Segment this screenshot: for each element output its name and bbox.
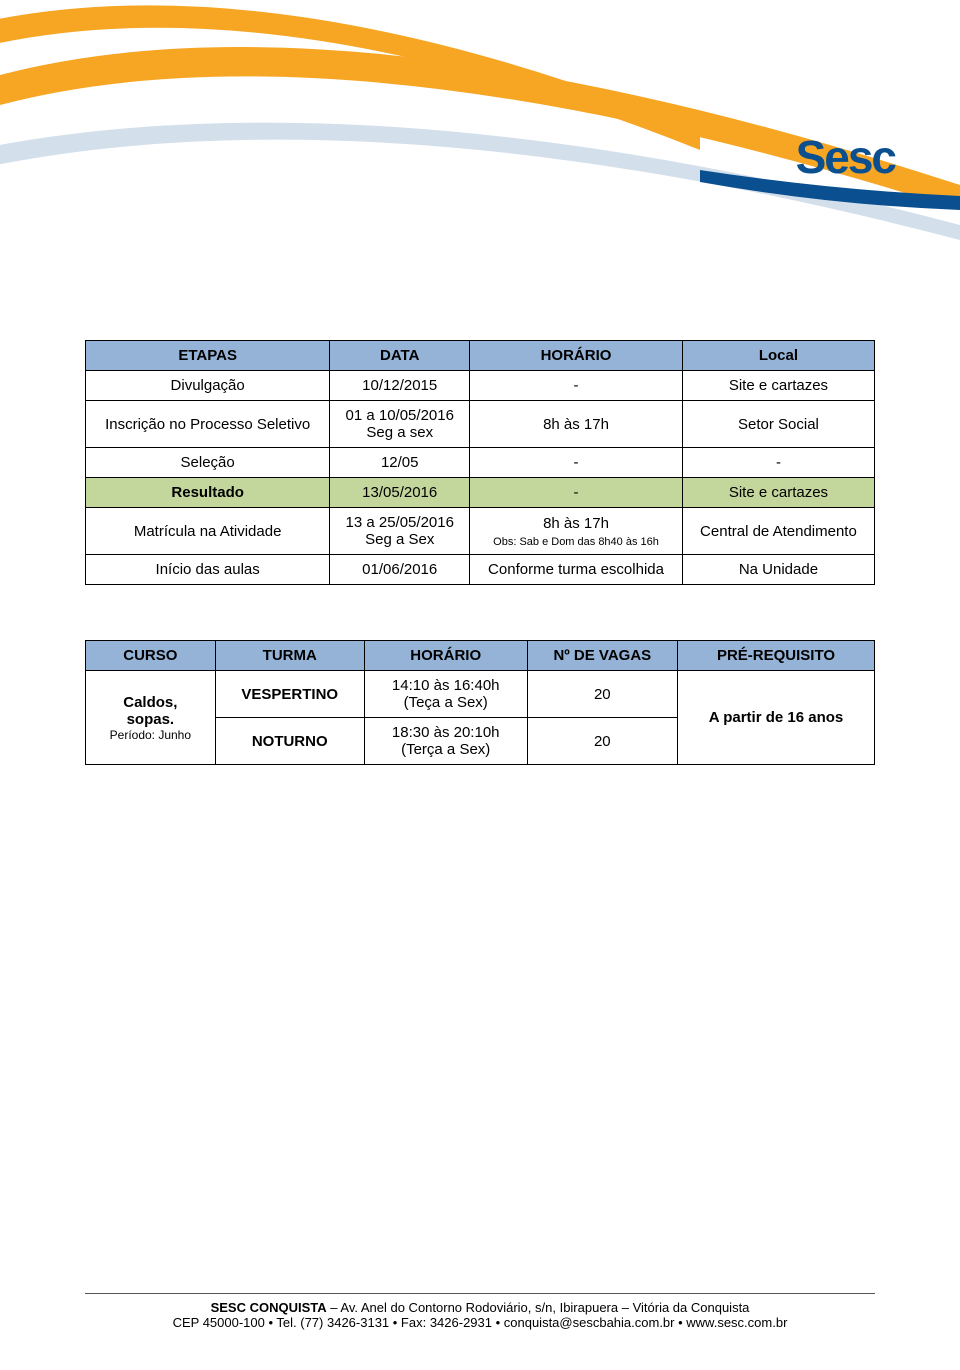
table-header-row: CURSO TURMA HORÁRIO Nº DE VAGAS PRÉ-REQU…	[86, 641, 875, 671]
footer-line1: SESC CONQUISTA – Av. Anel do Contorno Ro…	[85, 1300, 875, 1315]
table-row: Matrícula na Atividade 13 a 25/05/2016 S…	[86, 508, 875, 555]
cell-etapa: Seleção	[86, 448, 330, 478]
cell-etapa: Matrícula na Atividade	[86, 508, 330, 555]
content-area: ETAPAS DATA HORÁRIO Local Divulgação 10/…	[85, 340, 875, 765]
cell-curso: Caldos, sopas. Período: Junho	[86, 671, 216, 765]
cell-local: Site e cartazes	[682, 371, 874, 401]
cell-local: Setor Social	[682, 401, 874, 448]
col-curso: CURSO	[86, 641, 216, 671]
col-prereq: PRÉ-REQUISITO	[678, 641, 875, 671]
footer-line2: CEP 45000-100 • Tel. (77) 3426-3131 • Fa…	[85, 1315, 875, 1330]
curso-sub: Período: Junho	[96, 728, 205, 742]
cell-horario: 18:30 às 20:10h (Terça a Sex)	[364, 718, 527, 765]
cell-horario: 8h às 17h Obs: Sab e Dom das 8h40 às 16h	[470, 508, 683, 555]
col-etapas: ETAPAS	[86, 341, 330, 371]
cell-vagas: 20	[527, 671, 677, 718]
table-row: Divulgação 10/12/2015 - Site e cartazes	[86, 371, 875, 401]
etapas-table: ETAPAS DATA HORÁRIO Local Divulgação 10/…	[85, 340, 875, 585]
logo-text: Sesc	[796, 131, 895, 183]
cell-etapa: Divulgação	[86, 371, 330, 401]
table-row: Inscrição no Processo Seletivo 01 a 10/0…	[86, 401, 875, 448]
cell-prereq: A partir de 16 anos	[678, 671, 875, 765]
footer: SESC CONQUISTA – Av. Anel do Contorno Ro…	[85, 1293, 875, 1330]
col-horario: HORÁRIO	[364, 641, 527, 671]
table-row: Caldos, sopas. Período: Junho VESPERTINO…	[86, 671, 875, 718]
cell-data: 01/06/2016	[330, 555, 470, 585]
cell-etapa: Início das aulas	[86, 555, 330, 585]
sesc-logo: Sesc	[796, 130, 895, 184]
cell-etapa: Inscrição no Processo Seletivo	[86, 401, 330, 448]
col-data: DATA	[330, 341, 470, 371]
col-local: Local	[682, 341, 874, 371]
cell-etapa: Resultado	[86, 478, 330, 508]
footer-divider	[85, 1293, 875, 1294]
horario-main: 8h às 17h	[480, 515, 672, 532]
cell-data: 12/05	[330, 448, 470, 478]
footer-bold: SESC CONQUISTA	[211, 1300, 327, 1315]
cell-turma: VESPERTINO	[215, 671, 364, 718]
table-row-resultado: Resultado 13/05/2016 - Site e cartazes	[86, 478, 875, 508]
table-row: Início das aulas 01/06/2016 Conforme tur…	[86, 555, 875, 585]
footer-rest: – Av. Anel do Contorno Rodoviário, s/n, …	[327, 1300, 750, 1315]
col-turma: TURMA	[215, 641, 364, 671]
col-horario: HORÁRIO	[470, 341, 683, 371]
cell-horario: -	[470, 371, 683, 401]
cell-turma: NOTURNO	[215, 718, 364, 765]
cell-data: 10/12/2015	[330, 371, 470, 401]
cell-horario: -	[470, 478, 683, 508]
cell-horario: -	[470, 448, 683, 478]
horario-obs: Obs: Sab e Dom das 8h40 às 16h	[480, 536, 672, 548]
cell-local: -	[682, 448, 874, 478]
cell-local: Site e cartazes	[682, 478, 874, 508]
cell-data: 13/05/2016	[330, 478, 470, 508]
table-header-row: ETAPAS DATA HORÁRIO Local	[86, 341, 875, 371]
cell-data: 01 a 10/05/2016 Seg a sex	[330, 401, 470, 448]
curso-table: CURSO TURMA HORÁRIO Nº DE VAGAS PRÉ-REQU…	[85, 640, 875, 765]
cell-data: 13 a 25/05/2016 Seg a Sex	[330, 508, 470, 555]
cell-horario: Conforme turma escolhida	[470, 555, 683, 585]
curso-label: Caldos, sopas.	[96, 694, 205, 728]
col-vagas: Nº DE VAGAS	[527, 641, 677, 671]
cell-horario: 8h às 17h	[470, 401, 683, 448]
table-row: Seleção 12/05 - -	[86, 448, 875, 478]
cell-horario: 14:10 às 16:40h (Teça a Sex)	[364, 671, 527, 718]
cell-vagas: 20	[527, 718, 677, 765]
cell-local: Na Unidade	[682, 555, 874, 585]
cell-local: Central de Atendimento	[682, 508, 874, 555]
